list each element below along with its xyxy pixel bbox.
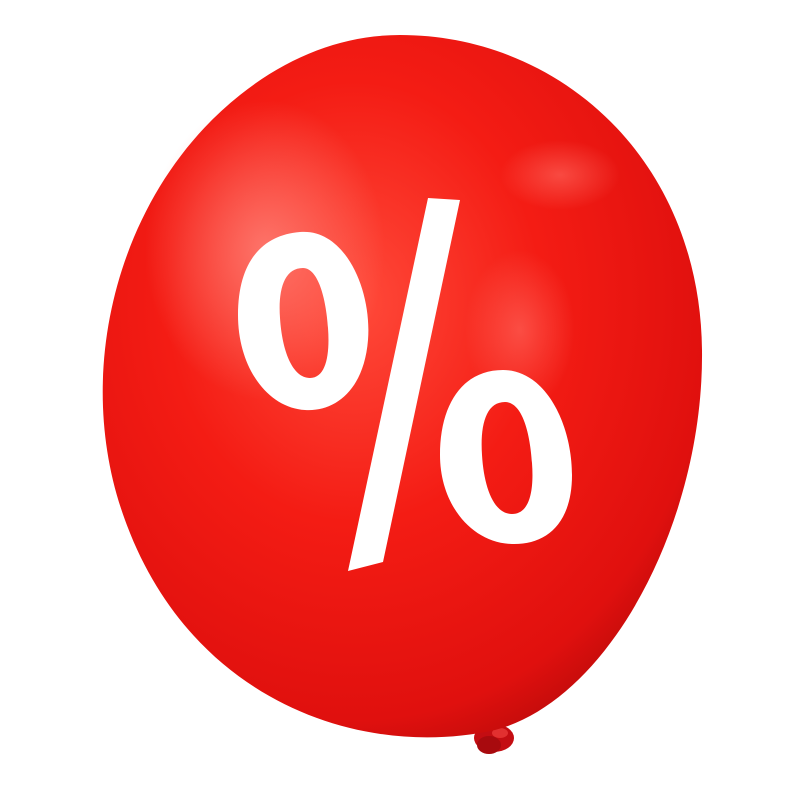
percent-symbol-text: % [0, 0, 1, 1]
percent-symbol [238, 198, 572, 571]
balloon-highlight-top [500, 140, 620, 210]
balloon-highlight-secondary [465, 250, 575, 410]
